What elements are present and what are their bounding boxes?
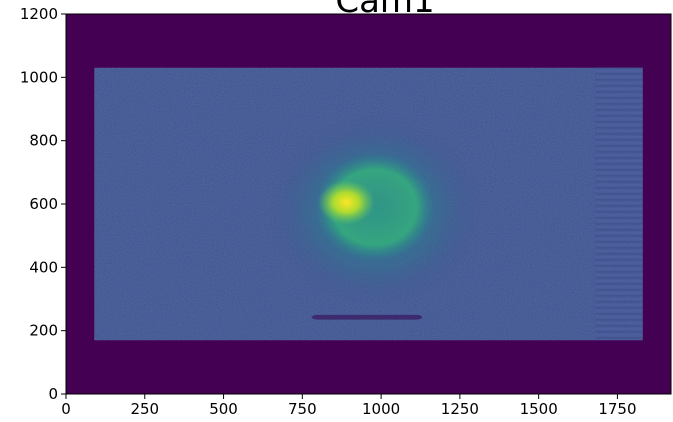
right-banding-stripes: [595, 67, 643, 339]
y-tick-label: 1000: [20, 68, 58, 86]
y-tick-label: 0: [48, 385, 58, 403]
y-tick-label: 400: [29, 258, 58, 276]
x-tick-label: 1500: [520, 400, 558, 418]
x-axis: 0 250 500 750 1000 1250 1500 1750: [61, 394, 637, 418]
lower-dark-band: [311, 314, 423, 320]
x-tick-label: 1000: [362, 400, 400, 418]
plot-area: [66, 14, 671, 394]
x-tick-label: 250: [130, 400, 159, 418]
x-tick-label: 0: [61, 400, 71, 418]
y-axis: 0 200 400 600 800 1000 1200: [20, 5, 66, 403]
x-tick-label: 1750: [598, 400, 636, 418]
y-tick-label: 1200: [20, 5, 58, 23]
x-tick-label: 750: [288, 400, 317, 418]
x-tick-label: 1250: [441, 400, 479, 418]
beam-ring: [314, 153, 435, 261]
x-tick-label: 500: [209, 400, 238, 418]
y-tick-label: 600: [29, 195, 58, 213]
y-tick-label: 200: [29, 322, 58, 340]
y-tick-label: 800: [29, 132, 58, 150]
beam-hot-spot: [318, 180, 375, 225]
